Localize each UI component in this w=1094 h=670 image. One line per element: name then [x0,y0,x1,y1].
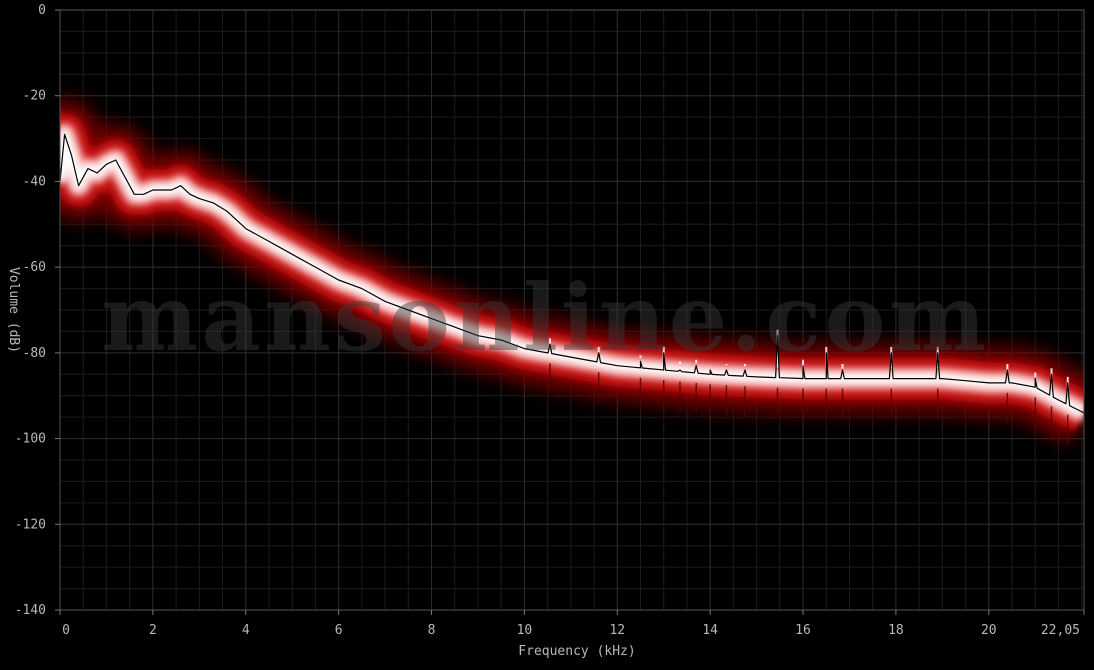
y-tick-label: -20 [23,89,46,104]
y-tick-label: -40 [23,174,46,189]
x-tick-label: 4 [242,623,250,638]
y-tick-label: -140 [15,603,46,618]
x-tick-label: 8 [428,623,436,638]
y-axis-title: Volume (dB) [6,267,21,353]
x-axis-ticks: 0 2 4 6 8 10 12 14 16 18 20 22,05 [59,610,1085,638]
average-line [60,133,1084,414]
plot-frame [59,9,1085,611]
watermark: mansonline.com [101,264,989,372]
y-tick-label: -60 [23,260,46,275]
y-tick-label: -120 [15,517,46,532]
x-tick-label: 0 [62,623,70,638]
y-tick-label: -80 [23,346,46,361]
x-tick-label: 6 [335,623,343,638]
y-axis-ticks: 0 -20 -40 -60 -80 -100 -120 -140 [15,3,60,618]
x-tick-label: 22,05 [1041,623,1080,638]
x-tick-label: 16 [795,623,811,638]
y-tick-label: 0 [38,3,46,18]
y-tick-label: -100 [15,432,46,447]
x-tick-label: 20 [981,623,997,638]
x-tick-label: 14 [702,623,718,638]
spectrum-area [60,99,1084,445]
x-tick-label: 2 [149,623,157,638]
x-axis-title: Frequency (kHz) [518,644,635,659]
x-tick-label: 10 [517,623,533,638]
x-tick-label: 12 [609,623,625,638]
x-tick-label: 18 [888,623,904,638]
